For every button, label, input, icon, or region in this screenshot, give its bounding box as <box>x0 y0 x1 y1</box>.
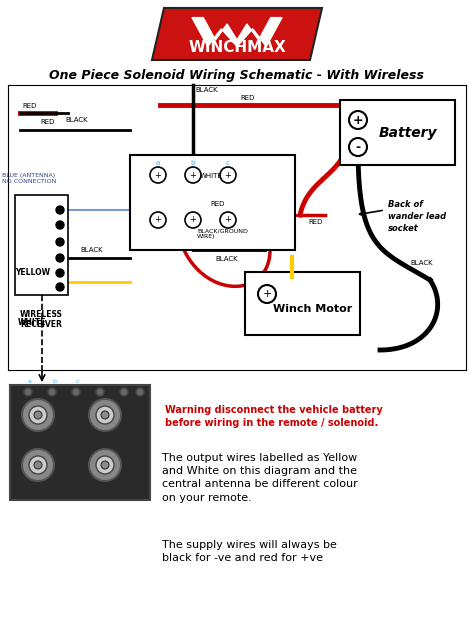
Text: b: b <box>191 160 195 166</box>
Circle shape <box>22 449 54 481</box>
Text: +: + <box>190 216 196 224</box>
Text: RED: RED <box>240 95 255 101</box>
Text: +: + <box>155 216 162 224</box>
Circle shape <box>56 206 64 214</box>
Text: YELLOW: YELLOW <box>15 268 50 277</box>
Circle shape <box>89 449 121 481</box>
Bar <box>130 155 295 250</box>
Text: WIRELESS
RECEIVER: WIRELESS RECEIVER <box>20 310 63 329</box>
Circle shape <box>56 283 64 291</box>
Circle shape <box>96 456 114 474</box>
Text: WINCHMAX: WINCHMAX <box>188 39 286 54</box>
Text: a: a <box>28 379 32 384</box>
Circle shape <box>96 388 104 396</box>
Polygon shape <box>192 18 282 46</box>
Circle shape <box>34 461 42 469</box>
Circle shape <box>24 388 32 396</box>
Text: RED: RED <box>210 201 224 207</box>
Text: +: + <box>190 171 196 179</box>
Text: +: + <box>225 216 231 224</box>
Circle shape <box>96 406 114 424</box>
Text: a: a <box>156 160 160 166</box>
Text: RED: RED <box>22 103 36 109</box>
Text: One Piece Solenoid Wiring Schematic - With Wireless: One Piece Solenoid Wiring Schematic - Wi… <box>49 68 425 82</box>
Bar <box>10 385 150 500</box>
Circle shape <box>22 399 54 431</box>
Circle shape <box>56 238 64 246</box>
Bar <box>15 195 68 295</box>
Circle shape <box>29 456 47 474</box>
Text: +: + <box>262 289 272 299</box>
Text: b: b <box>52 379 56 384</box>
Text: WHITE: WHITE <box>18 318 46 327</box>
Text: BLACK: BLACK <box>215 256 237 262</box>
Text: BLACK/GROUND
WIRE): BLACK/GROUND WIRE) <box>197 228 248 239</box>
Circle shape <box>48 388 56 396</box>
Text: The supply wires will always be
black for -ve and red for +ve: The supply wires will always be black fo… <box>162 540 337 563</box>
Text: BLACK: BLACK <box>410 260 433 266</box>
Text: +: + <box>155 171 162 179</box>
Circle shape <box>29 406 47 424</box>
Text: The output wires labelled as Yellow
and White on this diagram and the
central an: The output wires labelled as Yellow and … <box>162 453 358 502</box>
Text: BLACK: BLACK <box>195 87 218 93</box>
Text: -: - <box>356 140 361 154</box>
Circle shape <box>72 388 80 396</box>
Text: WHITE: WHITE <box>200 173 223 179</box>
Circle shape <box>56 254 64 262</box>
Circle shape <box>56 269 64 277</box>
Circle shape <box>56 221 64 229</box>
Bar <box>340 100 455 165</box>
Bar <box>245 272 360 335</box>
Text: c: c <box>76 379 80 384</box>
Circle shape <box>101 461 109 469</box>
Text: Winch Motor: Winch Motor <box>273 303 352 313</box>
Polygon shape <box>152 8 322 60</box>
Text: BLACK: BLACK <box>80 247 103 253</box>
Text: +: + <box>353 114 363 126</box>
Circle shape <box>101 411 109 419</box>
Text: RED: RED <box>308 219 322 225</box>
Text: c: c <box>226 160 230 166</box>
Text: +: + <box>225 171 231 179</box>
Circle shape <box>136 388 144 396</box>
Circle shape <box>120 388 128 396</box>
Text: Back of
wander lead
socket: Back of wander lead socket <box>388 200 446 233</box>
Text: BLACK: BLACK <box>65 117 88 123</box>
Text: RED: RED <box>40 119 55 125</box>
Circle shape <box>34 411 42 419</box>
Circle shape <box>89 399 121 431</box>
Text: Warning disconnect the vehicle battery
before wiring in the remote / solenoid.: Warning disconnect the vehicle battery b… <box>165 405 383 428</box>
Text: BLUE (ANTENNA)
NO CONNECTION: BLUE (ANTENNA) NO CONNECTION <box>2 173 56 184</box>
Text: Battery: Battery <box>378 126 437 140</box>
